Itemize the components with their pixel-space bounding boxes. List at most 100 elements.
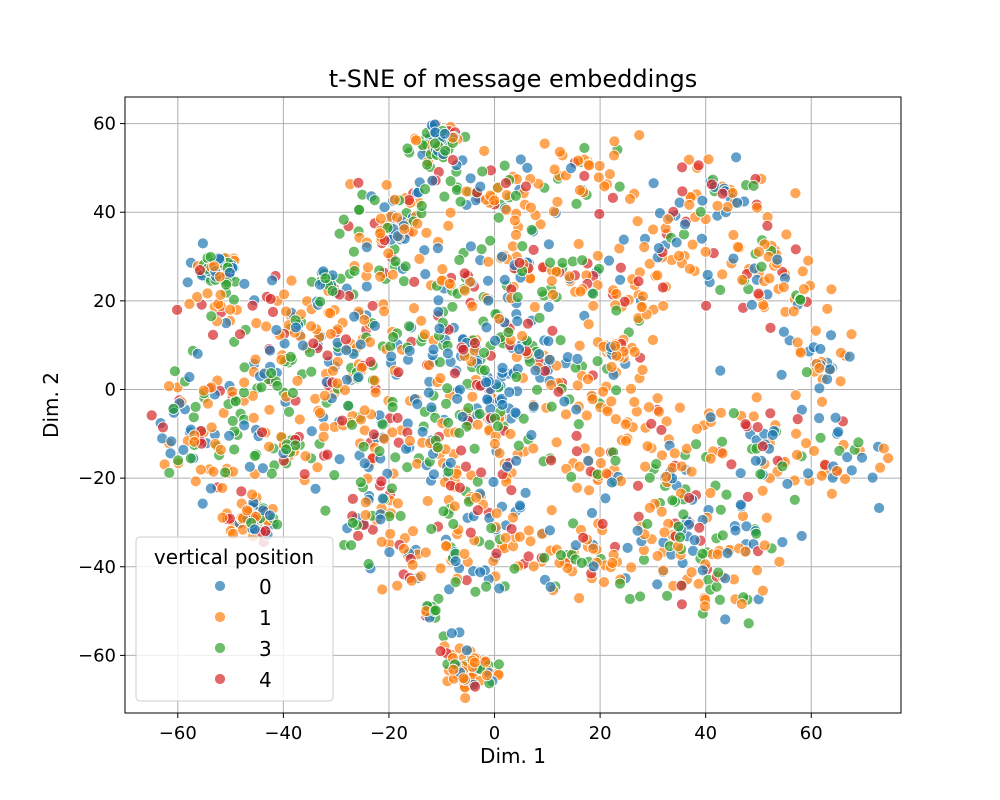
scatter-point-series-4	[615, 261, 627, 274]
scatter-point-series-1	[777, 281, 790, 294]
scatter-point-series-3	[345, 539, 358, 552]
scatter-point-series-1	[573, 460, 586, 473]
scatter-point-series-1	[311, 461, 324, 474]
scatter-point-series-1	[636, 363, 649, 376]
scatter-point-series-4	[764, 321, 777, 334]
scatter-point-series-3	[572, 418, 585, 431]
scatter-point-series-4	[448, 367, 461, 380]
scatter-point-series-4	[791, 413, 804, 426]
scatter-point-series-1	[675, 460, 688, 473]
scatter-point-series-0	[177, 443, 190, 456]
scatter-point-series-3	[453, 427, 466, 439]
scatter-point-series-3	[483, 538, 496, 551]
scatter-point-series-4	[756, 440, 769, 453]
legend: vertical position 0 1 3 4	[135, 536, 334, 702]
scatter-point-series-3	[554, 334, 567, 347]
scatter-point-series-3	[480, 580, 493, 593]
scatter-point-series-0	[165, 435, 178, 448]
scatter-point-series-1	[643, 401, 655, 414]
scatter-point-series-4	[469, 680, 482, 693]
scatter-point-series-3	[512, 439, 525, 452]
scatter-point-series-0	[309, 482, 322, 495]
scatter-point-series-1	[362, 261, 374, 274]
scatter-point-series-3	[271, 518, 284, 531]
scatter-point-series-1	[163, 380, 175, 393]
scatter-point-series-4	[675, 579, 688, 592]
legend-label: 3	[259, 637, 272, 661]
scatter-point-series-1	[442, 219, 455, 232]
scatter-point-series-3	[511, 291, 524, 304]
scatter-point-series-1	[216, 482, 229, 494]
scatter-point-series-1	[384, 528, 397, 540]
scatter-point-series-1	[683, 198, 696, 211]
scatter-point-series-3	[439, 144, 452, 157]
scatter-point-series-1	[643, 501, 656, 514]
scatter-point-series-0	[696, 564, 709, 577]
scatter-point-series-0	[519, 486, 532, 499]
scatter-point-series-1	[460, 185, 473, 198]
scatter-point-series-1	[635, 301, 648, 314]
scatter-point-series-1	[285, 274, 298, 287]
scatter-point-series-0	[444, 456, 457, 469]
scatter-point-series-3	[284, 350, 297, 363]
scatter-point-series-1	[545, 274, 558, 287]
scatter-point-series-1	[637, 290, 649, 303]
scatter-point-series-3	[674, 531, 686, 544]
scatter-point-series-1	[415, 570, 427, 583]
scatter-point-series-0	[266, 274, 279, 287]
scatter-point-series-4	[499, 177, 512, 190]
scatter-point-series-3	[720, 488, 733, 501]
scatter-point-series-1	[339, 384, 351, 397]
scatter-point-series-3	[168, 365, 181, 378]
scatter-point-series-3	[754, 468, 767, 481]
scatter-point-series-1	[798, 283, 810, 296]
scatter-point-series-1	[459, 692, 472, 704]
scatter-point-series-0	[679, 218, 691, 231]
scatter-point-series-4	[607, 191, 619, 204]
scatter-point-series-1	[374, 212, 387, 225]
x-tick-label: 0	[489, 723, 500, 744]
scatter-point-series-0	[360, 280, 373, 293]
scatter-point-series-0	[427, 468, 440, 481]
scatter-point-series-0	[525, 429, 538, 441]
legend-marker	[214, 642, 226, 654]
scatter-point-series-1	[610, 349, 623, 362]
scatter-point-series-0	[781, 477, 794, 490]
scatter-point-series-4	[321, 448, 334, 461]
scatter-point-series-4	[789, 243, 802, 256]
scatter-point-series-1	[376, 583, 389, 596]
scatter-point-series-3	[591, 355, 604, 368]
scatter-point-series-4	[453, 481, 466, 494]
scatter-point-series-1	[791, 336, 804, 349]
scatter-point-series-3	[403, 320, 416, 333]
scatter-point-series-3	[385, 482, 398, 495]
scatter-point-series-1	[250, 317, 263, 330]
scatter-point-series-1	[188, 435, 201, 448]
scatter-point-series-0	[289, 321, 302, 334]
scatter-point-series-0	[464, 240, 477, 253]
scatter-point-series-1	[509, 214, 521, 227]
scatter-point-series-1	[624, 193, 636, 205]
scatter-point-series-4	[632, 275, 645, 288]
scatter-point-series-4	[527, 243, 540, 256]
scatter-point-series-1	[789, 389, 802, 402]
scatter-point-series-1	[821, 302, 834, 315]
scatter-point-series-0	[543, 353, 556, 366]
scatter-points	[145, 118, 894, 704]
scatter-point-series-1	[358, 313, 371, 326]
scatter-point-series-1	[641, 440, 654, 453]
scatter-point-series-1	[751, 564, 763, 577]
scatter-point-series-3	[800, 366, 813, 379]
scatter-point-series-1	[658, 526, 671, 539]
scatter-point-series-0	[432, 305, 445, 318]
scatter-point-series-1	[527, 560, 540, 573]
scatter-point-series-0	[270, 324, 283, 336]
scatter-point-series-0	[378, 201, 391, 214]
scatter-point-series-3	[226, 415, 239, 427]
scatter-point-series-1	[796, 265, 809, 278]
scatter-point-series-1	[573, 339, 586, 352]
scatter-point-series-3	[184, 452, 197, 465]
scatter-point-series-0	[456, 410, 469, 423]
legend-label: 1	[259, 606, 272, 630]
